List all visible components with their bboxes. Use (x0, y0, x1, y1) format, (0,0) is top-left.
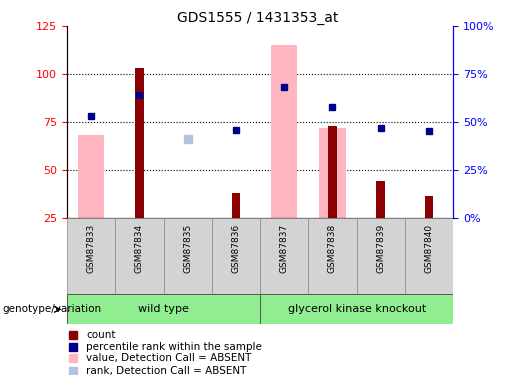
Text: percentile rank within the sample: percentile rank within the sample (87, 342, 262, 352)
Text: GSM87836: GSM87836 (231, 224, 241, 273)
Bar (328, 126, 337, 218)
Text: count: count (87, 330, 116, 340)
Bar (260, 217, 308, 294)
Text: GSM87840: GSM87840 (424, 224, 434, 273)
Text: GSM87833: GSM87833 (87, 224, 96, 273)
Bar (135, 68, 144, 218)
Bar (67, 217, 115, 294)
Text: GSM87838: GSM87838 (328, 224, 337, 273)
Text: glycerol kinase knockout: glycerol kinase knockout (287, 304, 426, 314)
Bar (67, 294, 260, 324)
Bar (376, 181, 385, 218)
Bar (356, 217, 405, 294)
Bar (212, 217, 260, 294)
Text: GSM87837: GSM87837 (280, 224, 289, 273)
Bar (271, 45, 298, 218)
Text: wild type: wild type (138, 304, 189, 314)
Bar (405, 217, 453, 294)
Bar (115, 217, 163, 294)
Text: GSM87834: GSM87834 (135, 224, 144, 273)
Bar (319, 128, 346, 218)
Bar (232, 193, 241, 217)
Text: GSM87839: GSM87839 (376, 224, 385, 273)
Bar (425, 196, 434, 217)
Bar (308, 217, 356, 294)
Bar (78, 135, 105, 218)
Text: GDS1555 / 1431353_at: GDS1555 / 1431353_at (177, 11, 338, 25)
Bar (260, 294, 453, 324)
Text: GSM87835: GSM87835 (183, 224, 192, 273)
Text: value, Detection Call = ABSENT: value, Detection Call = ABSENT (87, 353, 252, 363)
Bar (163, 217, 212, 294)
Text: genotype/variation: genotype/variation (3, 304, 101, 314)
Text: rank, Detection Call = ABSENT: rank, Detection Call = ABSENT (87, 366, 247, 375)
